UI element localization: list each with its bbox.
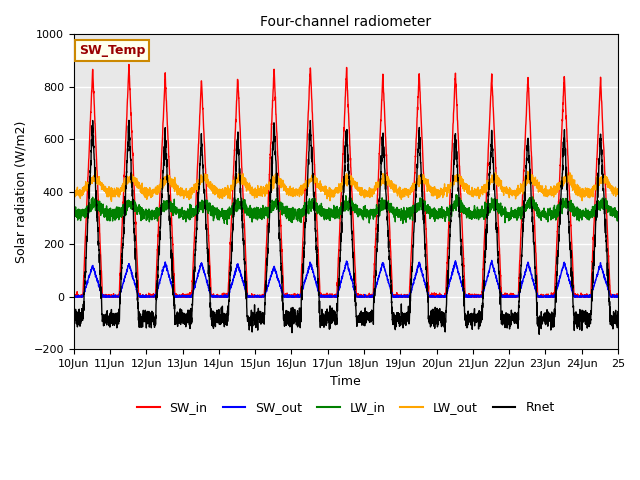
LW_out xyxy=(222,185,230,191)
LW_out xyxy=(563,178,570,183)
Y-axis label: Solar radiation (W/m2): Solar radiation (W/m2) xyxy=(15,120,28,263)
SW_in xyxy=(614,292,621,298)
SW_out xyxy=(408,285,416,290)
SW_in xyxy=(125,61,132,67)
LW_out xyxy=(399,187,407,192)
LW_out xyxy=(614,189,621,194)
SW_in xyxy=(563,113,570,119)
LW_in xyxy=(186,214,194,219)
LW_in xyxy=(614,210,621,216)
LW_out xyxy=(108,199,115,204)
SW_out xyxy=(488,258,495,264)
Rnet xyxy=(614,314,621,320)
Rnet xyxy=(535,331,543,337)
SW_in xyxy=(408,225,416,231)
Rnet xyxy=(408,260,416,265)
LW_in xyxy=(563,196,570,202)
LW_in xyxy=(452,192,460,198)
SW_in xyxy=(614,294,621,300)
LW_in xyxy=(408,211,416,216)
Rnet xyxy=(125,118,132,123)
X-axis label: Time: Time xyxy=(330,374,361,387)
Rnet xyxy=(222,313,230,319)
SW_out xyxy=(70,291,77,297)
SW_out xyxy=(187,294,195,300)
LW_out xyxy=(92,168,100,173)
LW_out xyxy=(409,186,417,192)
SW_in xyxy=(399,294,406,300)
SW_in xyxy=(187,290,195,296)
LW_out xyxy=(70,193,77,199)
Legend: SW_in, SW_out, LW_in, LW_out, Rnet: SW_in, SW_out, LW_in, LW_out, Rnet xyxy=(132,396,559,420)
SW_out xyxy=(70,294,78,300)
LW_out xyxy=(187,190,195,196)
SW_out xyxy=(222,294,230,300)
SW_out xyxy=(563,267,570,273)
Rnet xyxy=(187,312,195,318)
LW_in xyxy=(70,213,77,219)
Line: SW_out: SW_out xyxy=(74,261,618,297)
Rnet xyxy=(563,165,570,170)
SW_out xyxy=(399,294,406,300)
Title: Four-channel radiometer: Four-channel radiometer xyxy=(260,15,431,29)
SW_out xyxy=(614,294,621,300)
Rnet xyxy=(70,316,77,322)
Line: Rnet: Rnet xyxy=(74,120,618,334)
Rnet xyxy=(614,309,621,314)
LW_in xyxy=(399,221,406,227)
SW_in xyxy=(222,293,230,299)
Line: LW_out: LW_out xyxy=(74,170,618,202)
Rnet xyxy=(399,323,406,328)
LW_in xyxy=(223,221,231,227)
Text: SW_Temp: SW_Temp xyxy=(79,44,145,57)
SW_in xyxy=(70,294,77,300)
LW_in xyxy=(222,210,230,216)
LW_in xyxy=(614,209,621,215)
Line: LW_in: LW_in xyxy=(74,195,618,224)
LW_out xyxy=(614,191,621,197)
SW_out xyxy=(614,294,621,300)
Line: SW_in: SW_in xyxy=(74,64,618,297)
